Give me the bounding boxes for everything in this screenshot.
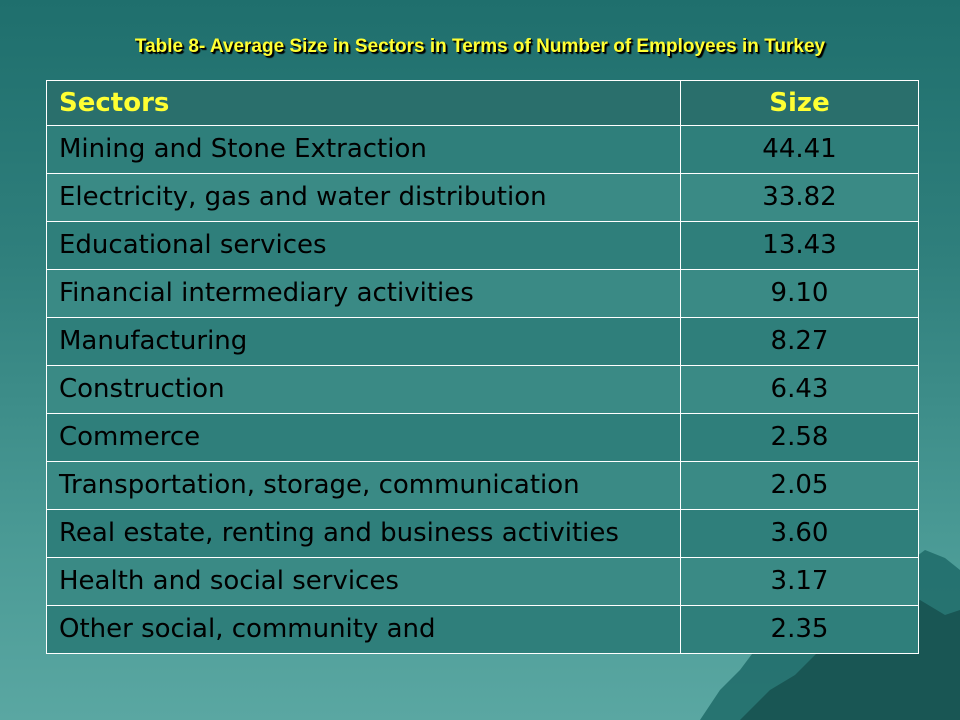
size-cell: 13.43 bbox=[680, 221, 919, 270]
size-cell: 2.05 bbox=[680, 461, 919, 510]
size-cell: 6.43 bbox=[680, 365, 919, 414]
column-header-size: Size bbox=[680, 80, 919, 126]
sector-cell: Other social, community and bbox=[46, 605, 681, 654]
column-header-sectors: Sectors bbox=[46, 80, 681, 126]
sector-cell: Manufacturing bbox=[46, 317, 681, 366]
sector-cell: Financial intermediary activities bbox=[46, 269, 681, 318]
table-header-row: Sectors Size bbox=[46, 80, 919, 126]
table-row: Real estate, renting and business activi… bbox=[46, 509, 919, 558]
table-row: Construction 6.43 bbox=[46, 365, 919, 414]
sector-size-table: Sectors Size Mining and Stone Extraction… bbox=[46, 80, 919, 654]
size-cell: 2.35 bbox=[680, 605, 919, 654]
table-row: Financial intermediary activities 9.10 bbox=[46, 269, 919, 318]
sector-cell: Construction bbox=[46, 365, 681, 414]
page-title: Table 8- Average Size in Sectors in Term… bbox=[134, 36, 826, 57]
size-cell: 44.41 bbox=[680, 125, 919, 174]
size-cell: 2.58 bbox=[680, 413, 919, 462]
sector-cell: Real estate, renting and business activi… bbox=[46, 509, 681, 558]
sector-cell: Educational services bbox=[46, 221, 681, 270]
table-row: Commerce 2.58 bbox=[46, 413, 919, 462]
sector-cell: Electricity, gas and water distribution bbox=[46, 173, 681, 222]
sector-cell: Commerce bbox=[46, 413, 681, 462]
table-row: Transportation, storage, communication 2… bbox=[46, 461, 919, 510]
table-row: Educational services 13.43 bbox=[46, 221, 919, 270]
table-row: Mining and Stone Extraction 44.41 bbox=[46, 125, 919, 174]
size-cell: 33.82 bbox=[680, 173, 919, 222]
sector-cell: Health and social services bbox=[46, 557, 681, 606]
sector-cell: Mining and Stone Extraction bbox=[46, 125, 681, 174]
table-row: Manufacturing 8.27 bbox=[46, 317, 919, 366]
size-cell: 8.27 bbox=[680, 317, 919, 366]
size-cell: 3.17 bbox=[680, 557, 919, 606]
table-row: Other social, community and 2.35 bbox=[46, 605, 919, 654]
sector-cell: Transportation, storage, communication bbox=[46, 461, 681, 510]
table-row: Health and social services 3.17 bbox=[46, 557, 919, 606]
size-cell: 9.10 bbox=[680, 269, 919, 318]
table-row: Electricity, gas and water distribution … bbox=[46, 173, 919, 222]
size-cell: 3.60 bbox=[680, 509, 919, 558]
